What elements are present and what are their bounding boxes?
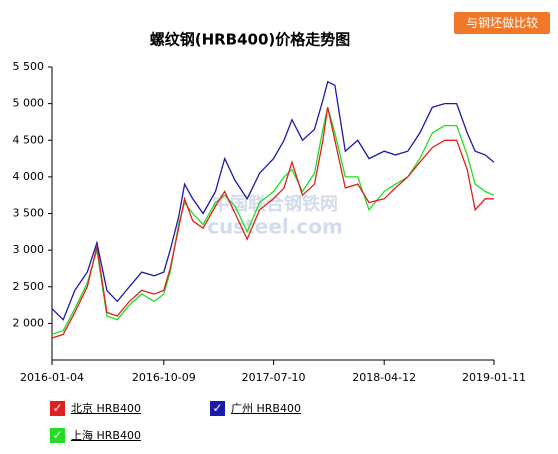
- compare-button[interactable]: 与钢坯做比较: [454, 12, 550, 34]
- y-tick-label: 4 000: [13, 170, 45, 183]
- legend-item[interactable]: ✓ 北京 HRB400: [50, 400, 141, 416]
- x-tick-label: 2016-01-04: [20, 371, 84, 384]
- series-line: [51, 80, 495, 321]
- watermark: custeel.com: [207, 215, 343, 239]
- x-tick-label: 2019-01-11: [462, 371, 526, 384]
- y-tick-label: 5 500: [13, 60, 45, 73]
- watermark: 中国联合钢铁网: [212, 193, 338, 215]
- legend-checkbox[interactable]: ✓: [210, 400, 225, 416]
- series-line: [51, 107, 495, 336]
- chart: 螺纹钢(HRB400)价格走势图 中国联合钢铁网 custeel.com 2 0…: [13, 31, 526, 385]
- y-tick-label: 4 500: [13, 133, 45, 146]
- legend-checkbox[interactable]: ✓: [50, 427, 65, 443]
- legend-label[interactable]: 广州 HRB400: [231, 402, 301, 415]
- series-line: [51, 107, 494, 339]
- legend-checkbox[interactable]: ✓: [50, 400, 65, 416]
- x-tick-label: 2017-07-10: [242, 371, 306, 384]
- y-tick-label: 2 000: [13, 316, 45, 329]
- y-tick-label: 3 500: [13, 207, 45, 220]
- x-tick-label: 2016-10-09: [132, 371, 196, 384]
- legend-label[interactable]: 北京 HRB400: [71, 402, 141, 415]
- y-tick-label: 3 000: [13, 243, 45, 256]
- legend-item[interactable]: ✓ 上海 HRB400: [50, 427, 141, 443]
- legend-label[interactable]: 上海 HRB400: [71, 429, 141, 442]
- legend-item[interactable]: ✓ 广州 HRB400: [210, 400, 301, 416]
- y-tick-label: 5 000: [13, 97, 45, 110]
- y-tick-label: 2 500: [13, 280, 45, 293]
- x-tick-label: 2018-04-12: [352, 371, 416, 384]
- chart-title: 螺纹钢(HRB400)价格走势图: [150, 31, 351, 49]
